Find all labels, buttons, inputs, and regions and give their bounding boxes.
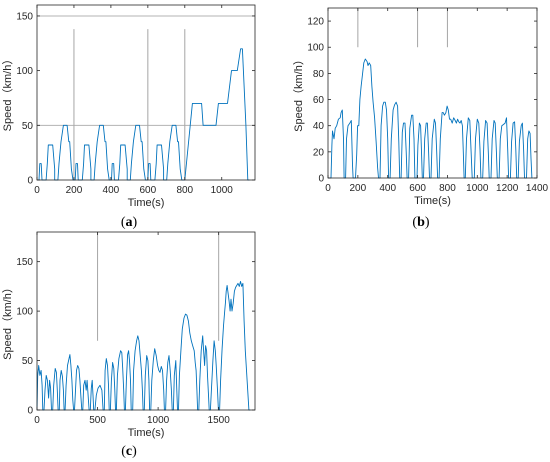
x-tick-label: 400 [379,183,396,194]
speed-series-line [37,48,250,181]
x-tick-label: 800 [439,183,456,194]
x-tick-label: 200 [66,185,83,196]
panel-label-open: ( [121,444,126,459]
panel-label-letter: a [126,215,133,230]
x-tick-label: 1500 [208,415,231,426]
y-tick-label: 80 [313,69,325,80]
panel-label: (a) [121,215,138,230]
x-tick-label: 200 [350,183,367,194]
axes-box [36,4,256,181]
y-tick-label: 0 [318,174,324,185]
speed-series-line [36,280,251,411]
y-tick-label: 100 [307,43,324,54]
y-tick-label: 120 [307,17,324,28]
y-tick-label: 50 [22,356,34,367]
x-tick-label: 1000 [147,415,170,426]
x-axis-label: Time(s) [128,427,165,439]
y-axis-label: Speed（km/h） [1,54,14,132]
panel-label-open: ( [412,215,417,230]
y-axis-label: Speed（km/h） [1,282,14,360]
y-tick-label: 60 [313,95,325,106]
y-tick-label: 150 [16,11,33,22]
y-tick-label: 150 [16,257,33,268]
x-axis-label: Time(s) [414,195,451,207]
x-tick-label: 0 [34,415,40,426]
x-tick-label: 500 [89,415,106,426]
panel-c: 0 500 1000 1500 0 50 100 150 Time(s) Speed（km/h） (… [1,231,256,459]
x-tick-label: 1000 [211,185,234,196]
y-tick-label: 20 [313,147,325,158]
x-tick-label: 1000 [466,183,489,194]
panel-a: 0 200 400 600 800 1000 0 50 100 150 Time(s) Speed（k… [1,4,256,230]
y-tick-label: 50 [22,121,34,132]
y-tick-label: 100 [16,307,33,318]
plot-area [37,5,255,180]
x-tick-label: 600 [409,183,426,194]
y-tick-label: 40 [313,121,325,132]
x-axis-label: Time(s) [128,197,165,209]
x-tick-label: 0 [325,183,331,194]
panel-label-close: ) [132,444,137,459]
panel-b: 0 200 400 600 800 1000 1200 1400 0 20 40 60 80 100 120… [292,7,549,230]
y-tick-label: 0 [27,406,33,417]
axes-box [36,231,256,411]
panel-label: (b) [412,215,429,230]
y-axis-label: Speed（km/h） [292,54,305,132]
plot-area [37,232,255,410]
y-tick-label: 0 [27,176,33,187]
panel-label-letter: b [417,215,425,230]
panel-label-close: ) [133,215,138,230]
x-tick-label: 1200 [496,183,519,194]
panel-label-close: ) [425,215,430,230]
x-tick-label: 600 [140,185,157,196]
panel-label-open: ( [121,215,126,230]
x-tick-label: 800 [176,185,193,196]
x-tick-label: 400 [103,185,120,196]
axes-box [327,7,538,179]
plot-area [328,8,537,178]
x-tick-label: 1400 [526,183,549,194]
y-tick-label: 100 [16,66,33,77]
panel-label-letter: c [126,444,132,459]
panel-label: (c) [121,444,137,459]
x-tick-label: 0 [34,185,40,196]
